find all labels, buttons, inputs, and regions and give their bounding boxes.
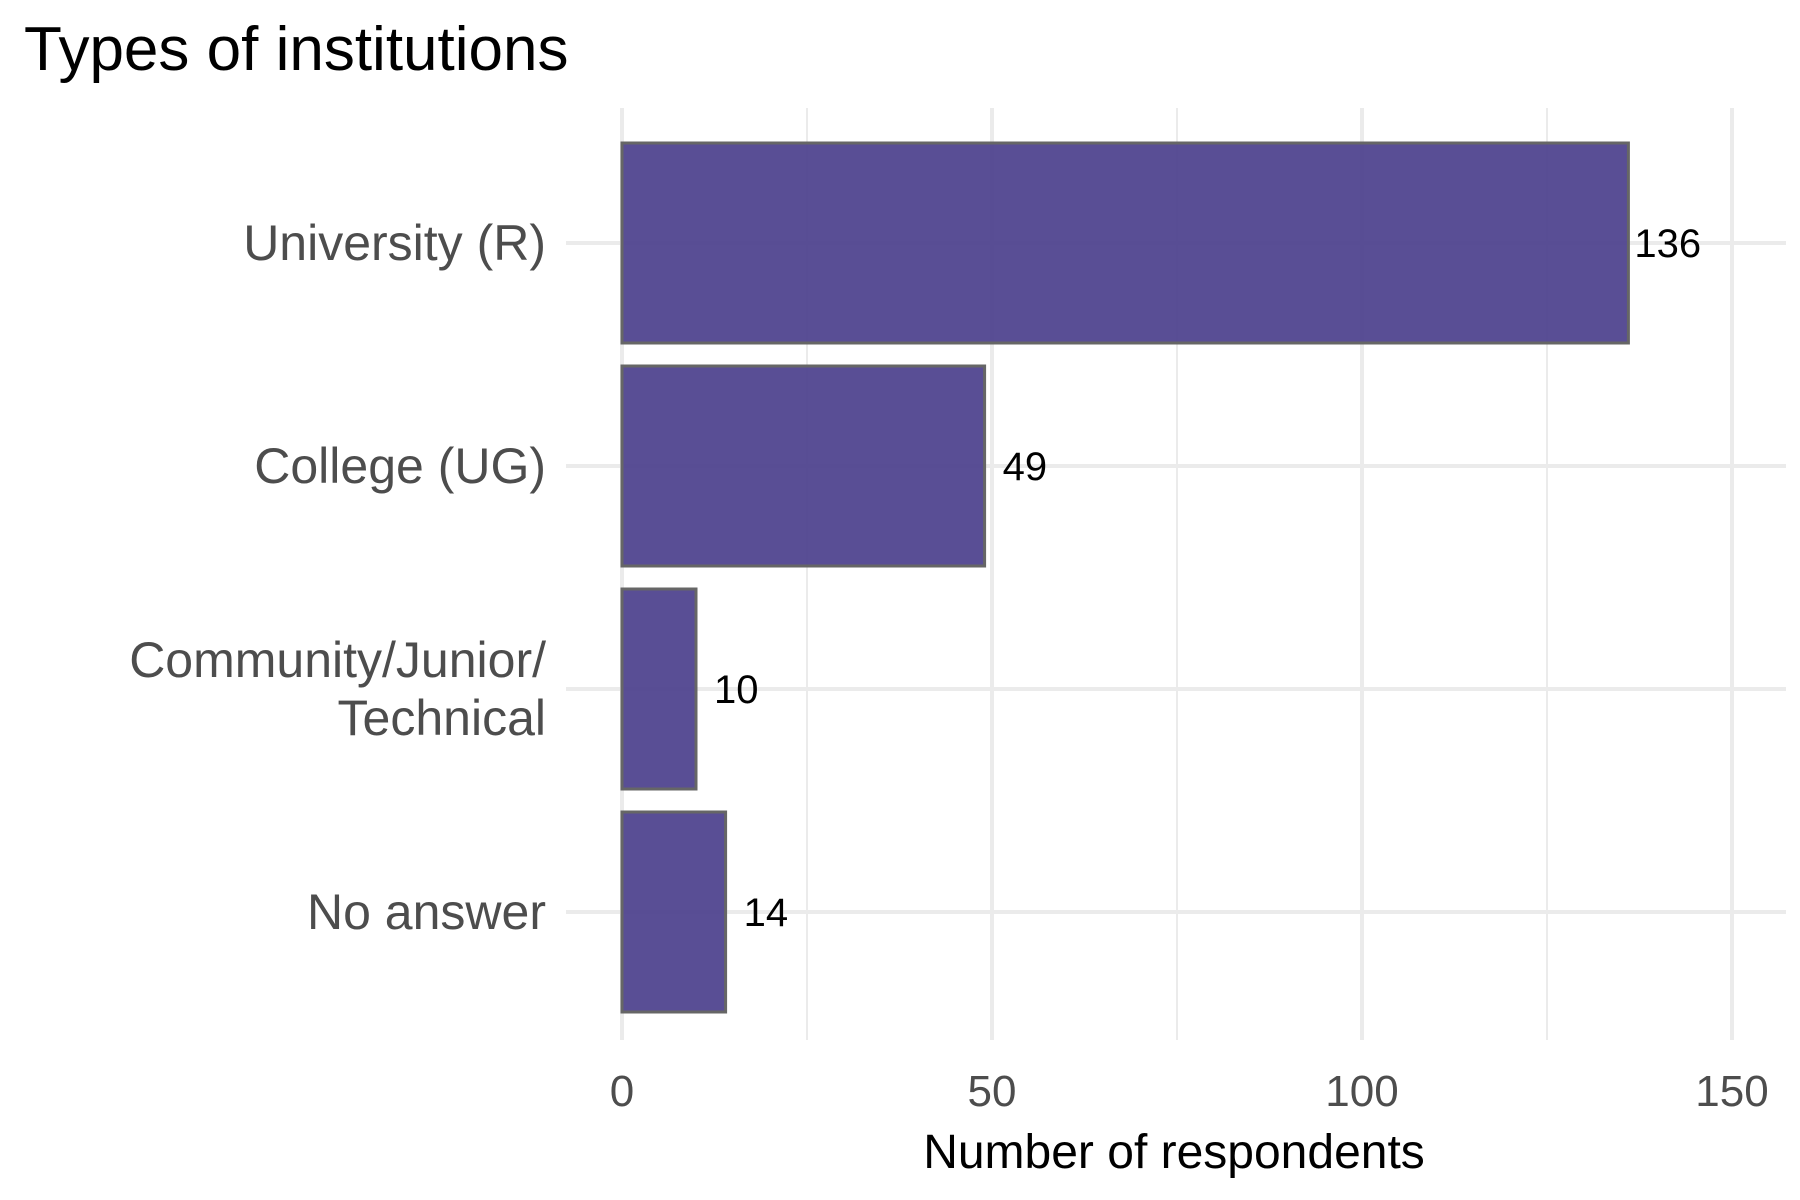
category-label-line: College (UG) — [254, 438, 546, 494]
data-label: 14 — [744, 891, 789, 935]
bar — [620, 141, 1630, 345]
data-label: 136 — [1634, 222, 1701, 266]
category-labels: University (R) College (UG) Community/Juni… — [129, 215, 546, 940]
category-label-line: Community/Junior/ — [129, 632, 546, 688]
category-label-line: University (R) — [243, 215, 546, 271]
x-tick-label: 150 — [1695, 1067, 1768, 1116]
category-label-line: Technical — [338, 690, 546, 746]
data-label: 10 — [714, 668, 759, 712]
x-tick-label: 100 — [1325, 1067, 1398, 1116]
bar — [620, 587, 698, 791]
bars: 136 49 10 14 — [620, 141, 1701, 1014]
x-tick-labels: 0 50 100 150 — [610, 1067, 1769, 1116]
bar — [620, 810, 728, 1014]
category-label: No answer — [307, 884, 546, 940]
x-tick-label: 0 — [610, 1067, 634, 1116]
category-label: Community/Junior/Technical — [129, 632, 546, 746]
x-tick-label: 50 — [968, 1067, 1017, 1116]
data-label: 49 — [1003, 445, 1048, 489]
bar — [620, 364, 987, 568]
category-label: University (R) — [243, 215, 546, 271]
chart-title: Types of institutions — [24, 15, 569, 84]
x-axis-title: Number of respondents — [923, 1126, 1425, 1179]
category-label: College (UG) — [254, 438, 546, 494]
category-label-line: No answer — [307, 884, 546, 940]
